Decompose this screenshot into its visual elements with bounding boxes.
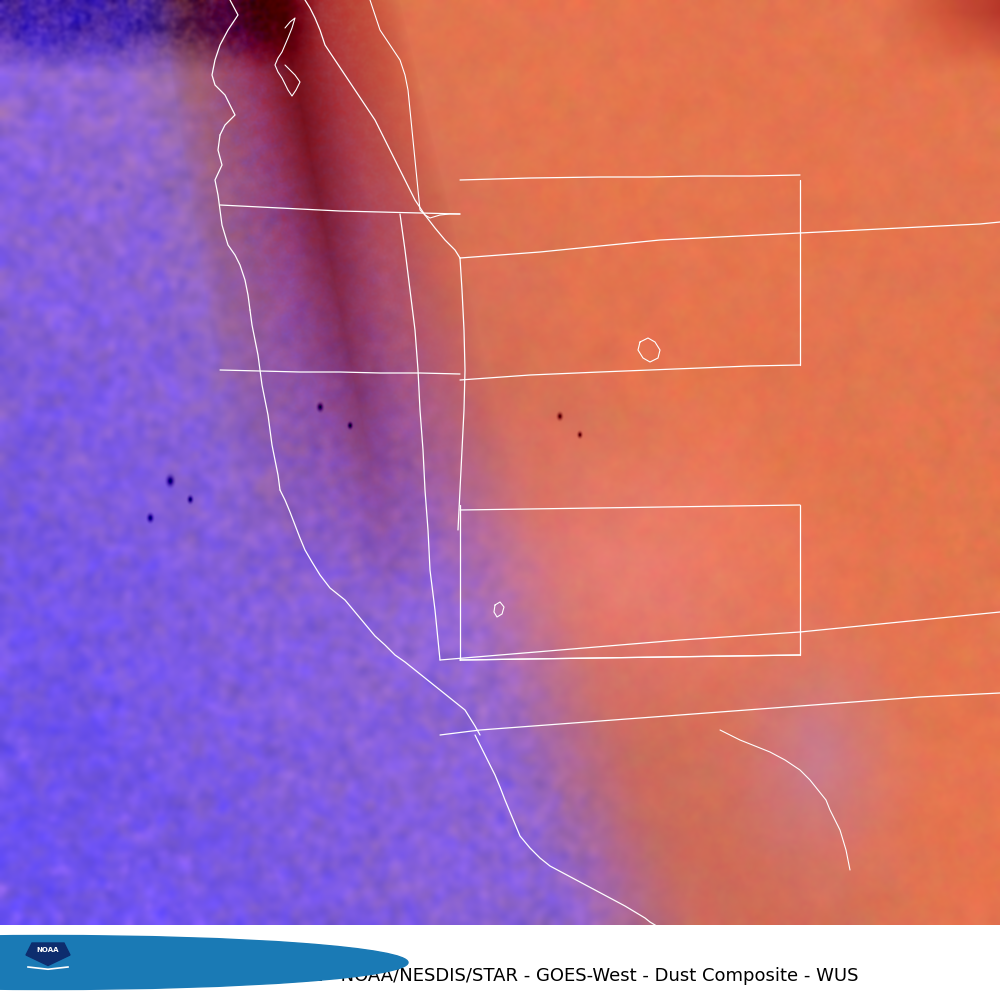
Circle shape	[0, 936, 408, 990]
Polygon shape	[26, 943, 70, 966]
Text: 30 Oct 2024 07:30Z - NOAA/NESDIS/STAR - GOES-West - Dust Composite - WUS: 30 Oct 2024 07:30Z - NOAA/NESDIS/STAR - …	[142, 967, 858, 985]
Text: NOAA: NOAA	[37, 947, 59, 953]
